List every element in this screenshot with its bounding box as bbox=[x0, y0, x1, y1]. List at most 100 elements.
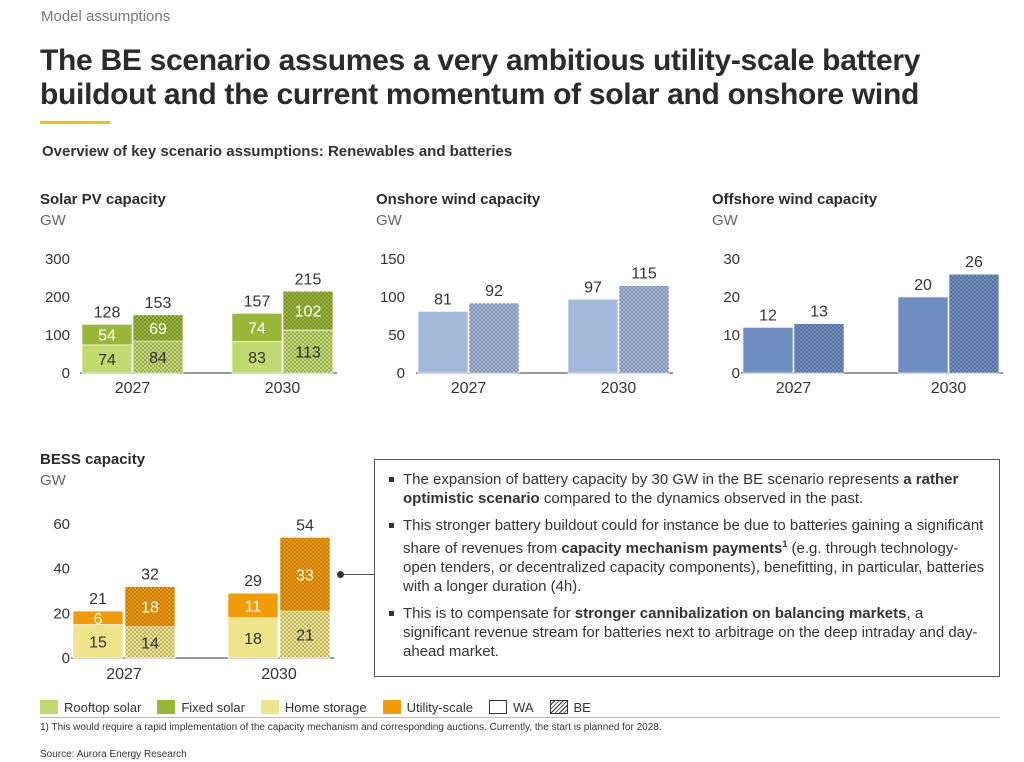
category-label: 2027 bbox=[106, 666, 142, 683]
y-tick-label: 60 bbox=[53, 516, 70, 533]
bess-chart-unit: GW bbox=[40, 472, 66, 489]
total-label: 21 bbox=[89, 591, 107, 608]
bar-solar-2027-be-fixed-solar bbox=[132, 314, 184, 342]
total-label: 157 bbox=[244, 293, 271, 310]
legend-label: Rooftop solar bbox=[64, 699, 142, 715]
solar-chart-title: Solar PV capacity bbox=[40, 191, 166, 208]
bar-solar-2027-be-rooftop-solar bbox=[132, 340, 184, 374]
bar-bess-2027-wa-utility-scale bbox=[72, 610, 124, 625]
offshore-chart-unit: GW bbox=[712, 212, 738, 229]
source-note: Source: Aurora Energy Research bbox=[40, 749, 187, 760]
bar-onshore-2030-wa-onshore-wind bbox=[567, 298, 619, 374]
total-label: 115 bbox=[631, 266, 657, 283]
bar-solar-2030-wa-rooftop-solar bbox=[231, 341, 283, 374]
data-label: 54 bbox=[98, 328, 116, 345]
legend-swatch bbox=[382, 700, 401, 714]
y-tick-label: 100 bbox=[45, 327, 70, 344]
data-label: 74 bbox=[248, 320, 266, 337]
data-label: 69 bbox=[149, 321, 167, 338]
data-label: 14 bbox=[141, 635, 159, 652]
total-label: 153 bbox=[145, 295, 172, 312]
total-label: 97 bbox=[584, 279, 602, 296]
bar-bess-2027-wa-home-storage bbox=[72, 624, 124, 659]
y-tick-label: 40 bbox=[53, 561, 70, 578]
notes-box: The expansion of battery capacity by 30 … bbox=[374, 459, 1000, 677]
data-label: 15 bbox=[89, 634, 107, 651]
bar-solar-2030-be-rooftop-solar bbox=[282, 329, 334, 374]
note-bullet-1: The expansion of battery capacity by 30 … bbox=[387, 470, 985, 508]
legend-label: BE bbox=[573, 699, 591, 715]
legend-swatch bbox=[157, 700, 176, 714]
data-label: 11 bbox=[245, 599, 262, 616]
legend-swatch bbox=[489, 700, 508, 714]
data-label: 74 bbox=[98, 352, 116, 369]
total-label: 54 bbox=[296, 517, 314, 534]
bar-solar-2030-be-fixed-solar bbox=[282, 290, 334, 331]
y-tick-label: 0 bbox=[62, 365, 70, 382]
bess-chart-title: BESS capacity bbox=[40, 451, 146, 468]
bar-bess-2027-be-utility-scale bbox=[124, 586, 176, 628]
total-label: 12 bbox=[759, 307, 777, 324]
y-tick-label: 0 bbox=[62, 650, 70, 667]
category-label: 2030 bbox=[265, 380, 301, 397]
category-label: 2027 bbox=[776, 380, 812, 397]
legend: Rooftop solar Fixed solar Home storage Util… bbox=[40, 697, 607, 717]
legend-item-wa: WA bbox=[489, 699, 534, 715]
y-tick-label: 20 bbox=[723, 289, 740, 306]
bar-bess-2027-be-home-storage bbox=[124, 626, 176, 659]
footnote: 1) This would require a rapid implementa… bbox=[40, 722, 662, 733]
bar-bess-2030-wa-home-storage bbox=[227, 617, 279, 659]
bar-offshore-2030-wa-offshore-wind bbox=[897, 296, 949, 374]
legend-item-home-storage: Home storage bbox=[260, 699, 367, 715]
total-label: 32 bbox=[141, 567, 159, 584]
bar-offshore-2027-be-offshore-wind bbox=[793, 323, 845, 374]
category-label: 2030 bbox=[931, 380, 967, 397]
section-label: Model assumptions bbox=[41, 8, 171, 25]
bess-capacity-chart: 0 20 40 60 15 6 21 14 18 32 2027 18 11 29 21 33 54 2030 bbox=[53, 516, 334, 683]
solar-chart-unit: GW bbox=[40, 212, 66, 229]
total-label: 20 bbox=[914, 277, 932, 294]
data-label: 83 bbox=[248, 350, 266, 367]
y-tick-label: 200 bbox=[45, 289, 70, 306]
data-label: 102 bbox=[295, 304, 322, 321]
bar-solar-2030-wa-fixed-solar bbox=[231, 313, 283, 342]
category-label: 2030 bbox=[601, 380, 637, 397]
legend-item-be: BE bbox=[549, 699, 591, 715]
bar-onshore-2030-be-onshore-wind bbox=[618, 285, 670, 374]
note-connector-line bbox=[340, 574, 374, 575]
bar-offshore-2027-wa-offshore-wind bbox=[742, 327, 794, 374]
y-tick-label: 300 bbox=[45, 251, 70, 268]
data-label: 18 bbox=[244, 631, 262, 648]
legend-label: WA bbox=[513, 699, 534, 715]
onshore-chart-unit: GW bbox=[376, 212, 402, 229]
data-label: 6 bbox=[94, 611, 103, 628]
legend-label: Utility-scale bbox=[406, 699, 474, 715]
y-tick-label: 20 bbox=[53, 605, 70, 622]
total-label: 26 bbox=[965, 254, 983, 271]
bar-bess-2030-be-utility-scale bbox=[279, 537, 331, 612]
offshore-chart-title: Offshore wind capacity bbox=[712, 191, 878, 208]
legend-swatch bbox=[40, 700, 58, 714]
total-label: 81 bbox=[434, 291, 452, 308]
bar-solar-2027-wa-fixed-solar bbox=[81, 324, 133, 346]
y-tick-label: 150 bbox=[380, 251, 405, 268]
bar-bess-2030-be-home-storage bbox=[279, 610, 331, 659]
y-tick-label: 100 bbox=[380, 289, 405, 306]
y-tick-label: 50 bbox=[388, 327, 405, 344]
bar-onshore-2027-be-onshore-wind bbox=[468, 302, 520, 374]
data-label: 33 bbox=[296, 567, 314, 584]
legend-item-utility-scale: Utility-scale bbox=[382, 699, 474, 715]
y-tick-label: 0 bbox=[732, 365, 740, 382]
y-tick-label: 0 bbox=[397, 365, 405, 382]
legend-swatch bbox=[260, 700, 279, 714]
total-label: 215 bbox=[295, 271, 322, 288]
legend-label: Home storage bbox=[284, 699, 367, 715]
bar-offshore-2030-be-offshore-wind bbox=[948, 273, 1000, 374]
bar-bess-2030-wa-utility-scale bbox=[227, 592, 279, 619]
total-label: 13 bbox=[810, 304, 828, 321]
solar-capacity-chart: 0 100 200 300 74 54 128 84 69 153 2027 83 74 157 113 10… bbox=[45, 251, 337, 397]
bar-solar-2027-wa-rooftop-solar bbox=[81, 344, 133, 374]
data-label: 84 bbox=[149, 350, 167, 367]
category-label: 2027 bbox=[451, 380, 487, 397]
note-bullet-3: This is to compensate for stronger canni… bbox=[387, 604, 985, 661]
